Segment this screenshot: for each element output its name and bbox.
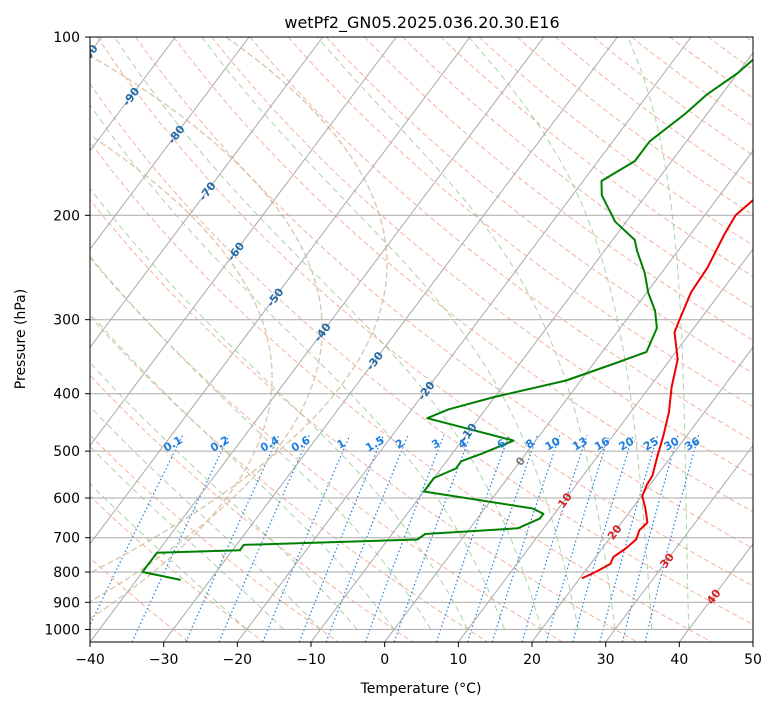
dry-adiabat-line (90, 141, 712, 642)
temperature-line (581, 198, 753, 580)
isotherm-line (163, 37, 618, 642)
isotherm-line (90, 37, 324, 349)
series-lines (141, 58, 753, 581)
isotherm-line (236, 37, 692, 642)
y-tick-label: 1000 (44, 622, 80, 638)
y-tick-label: 600 (53, 491, 80, 507)
moist-adiabat-line (90, 255, 432, 630)
mixing-ratio-line (364, 434, 445, 642)
mixing-ratio-line (218, 434, 311, 642)
moist-adiabat-line (113, 37, 542, 630)
moist-adiabat-line (316, 37, 616, 630)
dry-adiabat-line (96, 37, 753, 587)
isotherm-line (531, 346, 753, 642)
mixing-ratio-line (90, 434, 184, 627)
y-axis-label: Pressure (hPa) (13, 289, 29, 389)
dry-adiabats (90, 37, 753, 642)
dry-adiabat-line (90, 257, 563, 642)
reference-curves (90, 37, 388, 620)
pressure-gridlines (90, 37, 753, 630)
dry-adiabat-line (90, 83, 753, 625)
dry-adiabat-line (364, 37, 753, 341)
mixing-ratio-line (435, 434, 510, 642)
moist-adiabats (90, 37, 690, 630)
isotherm-line (90, 37, 545, 642)
x-tick-label: 30 (597, 652, 615, 668)
x-tick-label: 10 (449, 652, 467, 668)
dry-adiabat-line (440, 37, 753, 278)
moist-adiabat-line (90, 405, 321, 630)
x-tick-label: 0 (380, 652, 389, 668)
y-tick-label: 500 (53, 444, 80, 460)
y-tick-label: 700 (53, 531, 80, 547)
mixing-ratio-line (262, 434, 351, 642)
x-tick-label: 20 (523, 652, 541, 668)
dry-adiabat-line (554, 37, 753, 186)
mixing-ratio-line (599, 435, 659, 642)
isotherm-line (605, 444, 753, 642)
reference-curve (90, 54, 323, 603)
plot-frame (89, 36, 754, 643)
x-tick-label: 40 (670, 652, 688, 668)
isotherms (90, 37, 753, 642)
isotherm-line (457, 248, 753, 642)
isotherm-label: -100 (74, 42, 101, 72)
dry-adiabat-line (135, 37, 753, 550)
y-tick-label: 800 (53, 565, 80, 581)
x-axis-label: Temperature (°C) (360, 681, 482, 697)
mixing-ratio-line (325, 434, 409, 642)
isotherm-line (90, 37, 397, 447)
isotherm-line (384, 150, 753, 642)
moist-adiabat-line (201, 37, 579, 630)
dry-adiabat-line (287, 37, 753, 408)
plot-area: 0.10.20.40.611.52346810131620253036-100-… (74, 37, 753, 642)
dewpoint-line (141, 58, 753, 581)
x-tick-label: −30 (149, 652, 179, 668)
moist-adiabat-line (90, 187, 469, 630)
chart-title: wetPf2_GN05.2025.036.20.30.E16 (284, 13, 559, 33)
moist-adiabat-line (468, 37, 653, 630)
dry-adiabat-line (478, 37, 753, 246)
x-ticks: −40 −30 −20 −10 0 10 20 30 40 50 (75, 642, 762, 668)
reference-curve (90, 37, 388, 574)
dry-adiabat-line (249, 37, 753, 442)
x-tick-label: −20 (223, 652, 253, 668)
dry-adiabat-line (90, 434, 339, 642)
y-tick-label: 300 (53, 313, 80, 329)
mixing-ratio-line (393, 434, 471, 642)
y-tick-label: 400 (53, 387, 80, 403)
moist-adiabat-line (627, 37, 690, 630)
dry-adiabat-line (90, 198, 638, 642)
x-tick-label: −10 (296, 652, 326, 668)
isotherm-line (90, 37, 176, 152)
isotherm-line (90, 37, 471, 545)
y-tick-label: 200 (53, 208, 80, 224)
moist-adiabat-line (90, 483, 248, 630)
y-tick-label: 900 (53, 595, 80, 611)
mixing-ratio-line (572, 435, 634, 642)
isotherm-line (90, 37, 250, 250)
dry-adiabat-line (90, 495, 264, 642)
dry-adiabat-line (173, 37, 753, 513)
moist-adiabat-line (90, 104, 506, 630)
reference-curve (90, 134, 273, 620)
moist-adiabat-line (90, 445, 284, 630)
dry-adiabat-line (516, 37, 753, 216)
mixing-ratio-lines (90, 434, 700, 642)
x-tick-label: −40 (75, 652, 105, 668)
dry-adiabat-line (325, 37, 753, 374)
moist-adiabat-line (90, 312, 395, 630)
y-tick-label: 100 (53, 30, 80, 46)
x-tick-label: 50 (744, 652, 762, 668)
y-ticks: 100 200 300 400 500 600 700 800 900 1000 (44, 30, 90, 638)
mixing-ratio-line (621, 435, 679, 642)
